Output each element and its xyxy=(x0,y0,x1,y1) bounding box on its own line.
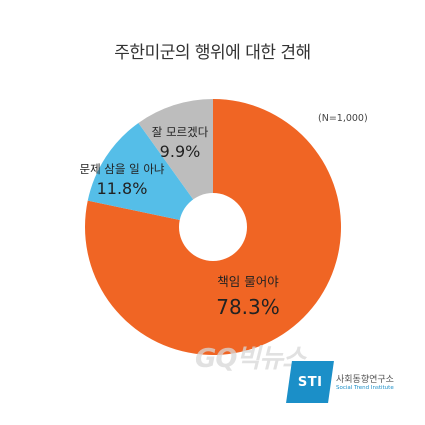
slice-dont-know xyxy=(138,99,213,227)
sample-size-note: (N=1,000) xyxy=(318,113,368,124)
slice-responsibility-value: 78.3% xyxy=(216,295,280,319)
sti-logo-mark: STI xyxy=(286,361,334,403)
donut-hole xyxy=(179,193,247,261)
slice-dont-know-value: 9.9% xyxy=(160,142,201,161)
slice-not-an-issue-value: 11.8% xyxy=(97,179,148,198)
slice-not-an-issue xyxy=(87,122,213,227)
watermark: GQ빅뉴스 xyxy=(195,344,306,374)
logo-org-name: 사회동향연구소 xyxy=(336,375,394,385)
slice-responsibility-label: 책임 물어야 xyxy=(217,274,279,289)
sti-logo: STI 사회동향연구소 Social Trend Institute xyxy=(286,361,409,403)
slice-dont-know-label: 잘 모르겠다 xyxy=(152,125,209,139)
chart-title: 주한미군의 행위에 대한 견해 xyxy=(114,43,311,63)
slice-not-an-issue-label: 문제 삼을 일 아냐 xyxy=(79,162,164,176)
logo-org-subtitle: Social Trend Institute xyxy=(336,385,394,391)
